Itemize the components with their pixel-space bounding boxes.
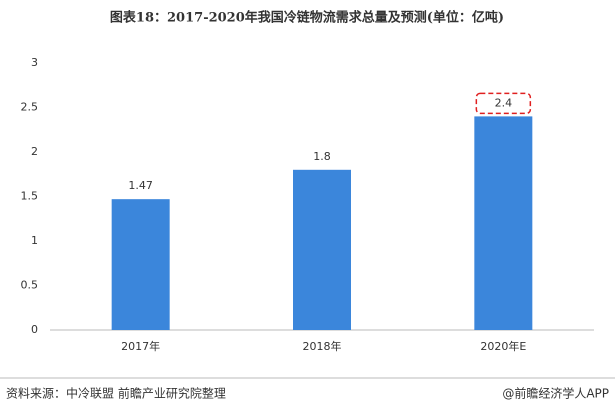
highlight-box (475, 92, 532, 115)
x-tick-label: 2020年E (480, 339, 526, 353)
chart-title: 图表18：2017-2020年我国冷链物流需求总量及预测(单位：亿吨) (110, 10, 504, 26)
credit: @前瞻经济学人APP (502, 386, 609, 401)
x-tick-label: 2018年 (303, 339, 342, 353)
data-label: 2.4 (495, 96, 513, 109)
y-tick-label: 1.5 (21, 190, 39, 203)
data-label: 1.8 (313, 150, 331, 163)
y-tick-label: 2 (31, 145, 38, 158)
y-tick-label: 0 (31, 323, 38, 336)
source: 资料来源：中冷联盟 前瞻产业研究院整理 (6, 386, 226, 401)
y-tick-label: 0.5 (21, 279, 39, 292)
data-label: 1.47 (128, 179, 153, 192)
bar (111, 199, 170, 330)
y-tick-label: 2.5 (21, 101, 39, 114)
bar (293, 169, 351, 330)
bar (474, 116, 533, 331)
x-tick-label: 2017年 (121, 339, 160, 353)
y-tick-label: 3 (31, 56, 38, 69)
y-tick-label: 1 (31, 234, 38, 247)
